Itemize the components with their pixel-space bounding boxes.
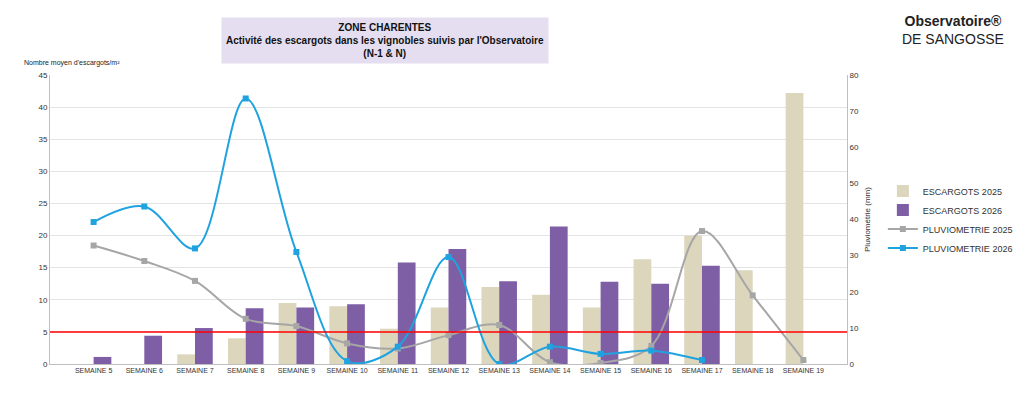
svg-text:Observatoire®DE SANGOSSE: Observatoire®DE SANGOSSE xyxy=(902,13,1004,47)
svg-text:PLUVIOMETRIE 2025: PLUVIOMETRIE 2025 xyxy=(923,225,1013,235)
svg-text:15: 15 xyxy=(38,263,47,272)
svg-text:Pluviométrie (mm): Pluviométrie (mm) xyxy=(863,187,872,252)
svg-text:SEMAINE 15: SEMAINE 15 xyxy=(580,367,621,374)
svg-text:SEMAINE 19: SEMAINE 19 xyxy=(783,367,824,374)
svg-text:ESCARGOTS 2026: ESCARGOTS 2026 xyxy=(923,206,1002,216)
svg-text:SEMAINE 6: SEMAINE 6 xyxy=(126,367,163,374)
svg-text:PLUVIOMETRIE 2026: PLUVIOMETRIE 2026 xyxy=(923,244,1013,254)
svg-text:0: 0 xyxy=(43,360,48,369)
svg-text:SEMAINE 17: SEMAINE 17 xyxy=(681,367,722,374)
svg-text:0: 0 xyxy=(850,360,855,369)
svg-text:SEMAINE 16: SEMAINE 16 xyxy=(631,367,672,374)
svg-text:30: 30 xyxy=(850,251,859,260)
svg-text:SEMAINE 10: SEMAINE 10 xyxy=(326,367,367,374)
svg-text:SEMAINE 14: SEMAINE 14 xyxy=(529,367,570,374)
svg-text:SEMAINE 5: SEMAINE 5 xyxy=(75,367,112,374)
svg-text:70: 70 xyxy=(850,107,859,116)
svg-text:25: 25 xyxy=(38,199,47,208)
svg-text:10: 10 xyxy=(850,324,859,333)
svg-text:Nombre moyen d'escargots/m²: Nombre moyen d'escargots/m² xyxy=(24,59,120,67)
svg-text:SEMAINE 8: SEMAINE 8 xyxy=(227,367,264,374)
svg-text:30: 30 xyxy=(38,167,47,176)
svg-text:50: 50 xyxy=(850,179,859,188)
svg-text:80: 80 xyxy=(850,71,859,80)
svg-text:ZONE CHARENTESActivité des esc: ZONE CHARENTESActivité des escargots dan… xyxy=(226,22,544,59)
svg-text:10: 10 xyxy=(38,296,47,305)
svg-text:SEMAINE 12: SEMAINE 12 xyxy=(428,367,469,374)
svg-text:60: 60 xyxy=(850,143,859,152)
svg-text:20: 20 xyxy=(850,288,859,297)
svg-text:40: 40 xyxy=(38,103,47,112)
svg-text:5: 5 xyxy=(43,328,48,337)
svg-text:SEMAINE 9: SEMAINE 9 xyxy=(278,367,315,374)
svg-text:20: 20 xyxy=(38,231,47,240)
svg-text:SEMAINE 11: SEMAINE 11 xyxy=(377,367,418,374)
svg-text:SEMAINE 13: SEMAINE 13 xyxy=(479,367,520,374)
svg-text:SEMAINE 7: SEMAINE 7 xyxy=(176,367,213,374)
svg-text:ESCARGOTS 2025: ESCARGOTS 2025 xyxy=(923,187,1002,197)
svg-text:SEMAINE 18: SEMAINE 18 xyxy=(732,367,773,374)
svg-text:40: 40 xyxy=(850,215,859,224)
svg-text:45: 45 xyxy=(38,71,47,80)
svg-text:35: 35 xyxy=(38,135,47,144)
